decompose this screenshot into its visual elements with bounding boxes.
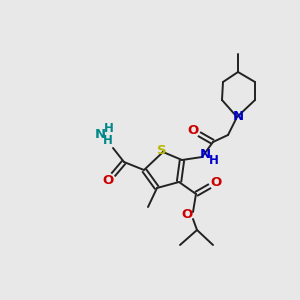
Text: O: O [210, 176, 222, 188]
Text: N: N [232, 110, 244, 122]
Text: S: S [157, 145, 167, 158]
Text: H: H [104, 122, 114, 134]
Text: O: O [102, 173, 114, 187]
Text: N: N [94, 128, 106, 140]
Text: O: O [182, 208, 193, 220]
Text: H: H [103, 134, 113, 146]
Text: N: N [200, 148, 211, 161]
Text: O: O [188, 124, 199, 137]
Text: H: H [209, 154, 219, 167]
